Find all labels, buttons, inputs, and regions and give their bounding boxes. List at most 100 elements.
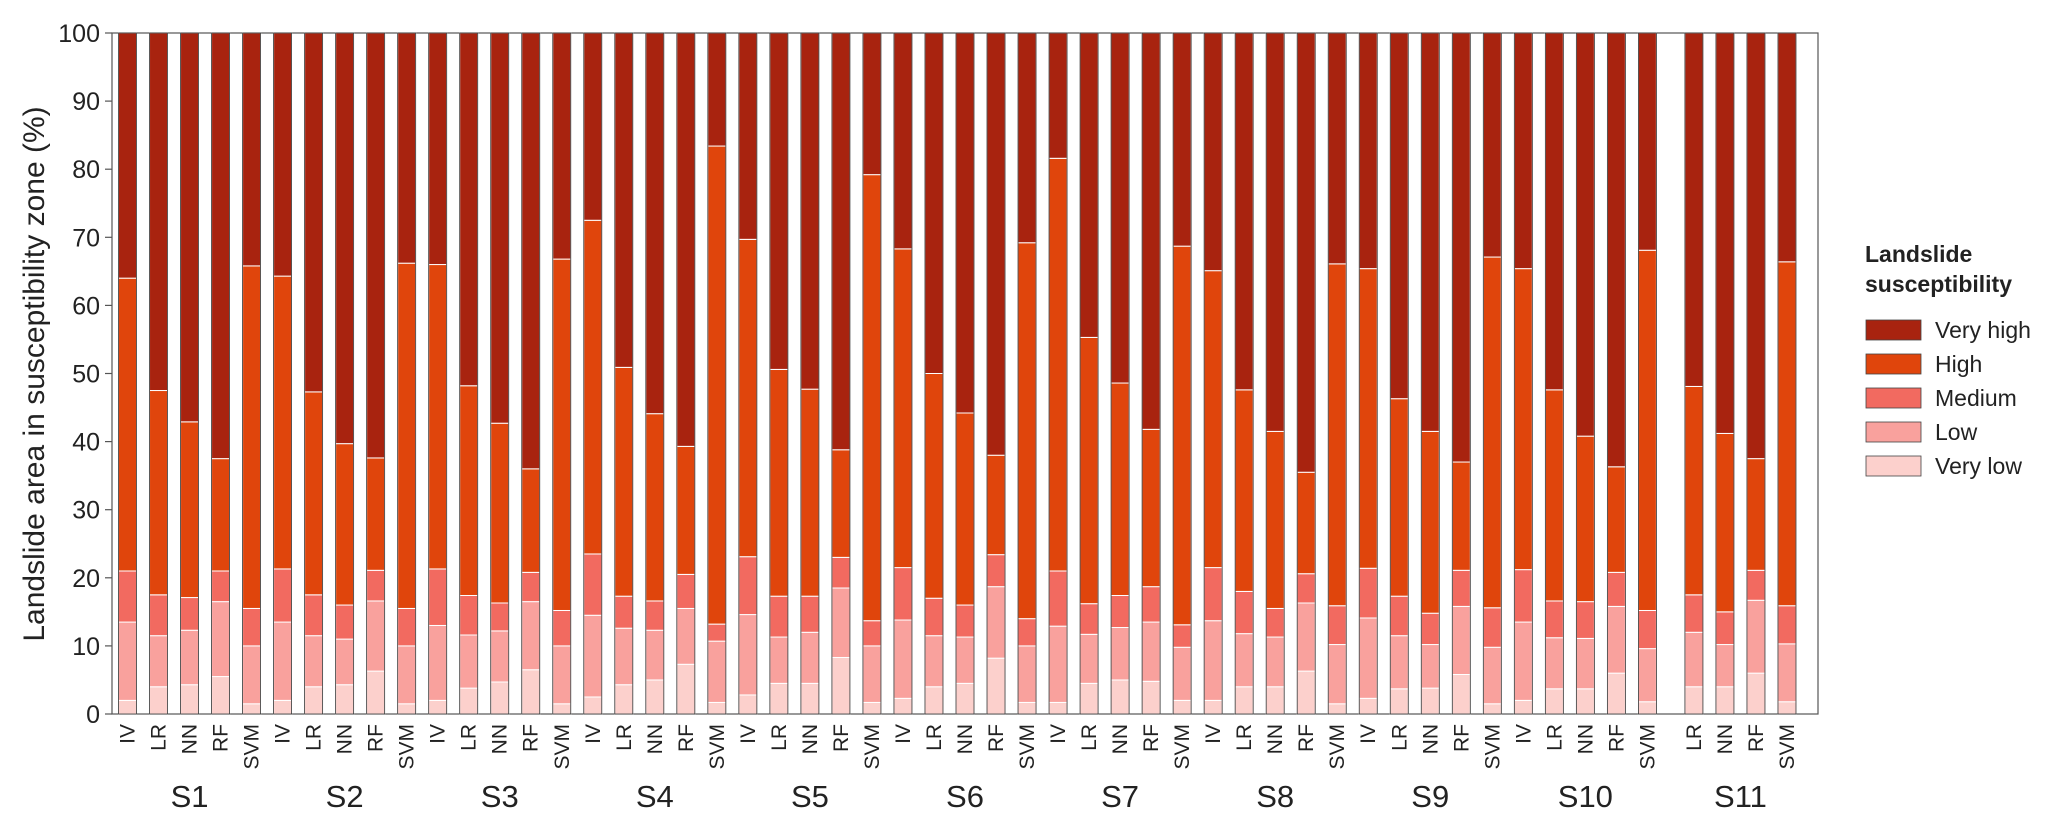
bar-segment	[583, 614, 603, 698]
bar-segment	[862, 174, 882, 622]
bar-segment	[459, 595, 479, 636]
bar-segment	[1172, 245, 1192, 626]
bar-segment	[893, 32, 913, 250]
bar-outline	[335, 32, 355, 715]
bar-segment	[1017, 645, 1037, 703]
bar-segment	[924, 686, 944, 715]
bar-segment	[1575, 601, 1595, 639]
bar-segment	[1451, 605, 1471, 676]
group-label: S9	[1411, 779, 1449, 814]
x-tick-label: RF	[1450, 724, 1473, 752]
bar-segment	[738, 556, 758, 616]
bar-segment	[645, 600, 665, 631]
bar-segment	[1575, 32, 1595, 437]
bar-segment	[273, 568, 293, 623]
bar-segment	[335, 443, 355, 606]
bar-segment	[645, 32, 665, 415]
bar-segment	[1079, 633, 1099, 684]
bar-segment	[397, 607, 417, 647]
bar-segment	[1746, 599, 1766, 674]
bar-segment	[304, 391, 324, 596]
bar-segment	[1637, 701, 1657, 715]
bar-outline	[149, 32, 168, 715]
bar-segment	[800, 631, 820, 684]
legend-label: High	[1935, 351, 1982, 377]
y-axis-label: Landslide area in susceptibility zone (%…	[18, 106, 51, 641]
bar-segment	[552, 609, 572, 647]
bar-outline	[1327, 32, 1347, 715]
bar-segment	[242, 645, 262, 705]
x-tick-label: LR	[923, 724, 946, 751]
bar-outline	[893, 32, 913, 715]
bar-outline	[459, 32, 479, 715]
bar-segment	[1389, 595, 1409, 637]
x-tick-label: RF	[675, 724, 698, 752]
bar-segment	[211, 570, 231, 603]
x-tick-label: SVM	[1326, 724, 1349, 770]
bar-segment	[1358, 268, 1378, 569]
bar-outline	[614, 32, 634, 715]
bar-outline	[831, 32, 851, 715]
bar-segment	[1544, 600, 1564, 639]
legend-label: Very low	[1935, 453, 2022, 479]
bar-segment	[1172, 699, 1192, 715]
bar-segment	[1079, 682, 1099, 715]
bar-outline	[1544, 32, 1564, 715]
group-label: S11	[1714, 779, 1767, 814]
x-tick-label: LR	[1233, 724, 1256, 751]
y-tick-label: 90	[72, 88, 100, 116]
bar-segment	[893, 567, 913, 621]
bar-segment	[924, 597, 944, 637]
bar-segment	[118, 277, 138, 572]
bar-segment	[521, 601, 541, 671]
x-tick-label: LR	[148, 724, 171, 751]
bar-segment	[769, 32, 789, 370]
bar-segment	[335, 32, 355, 445]
bar-segment	[1637, 32, 1657, 251]
bar-segment	[676, 445, 696, 575]
legend-swatch	[1865, 455, 1922, 477]
bar-segment	[304, 686, 324, 715]
x-tick-label: RF	[520, 724, 543, 752]
bar-segment	[242, 607, 262, 647]
bar-segment	[707, 32, 727, 147]
bar-outline	[1606, 32, 1626, 715]
bar-segment	[1110, 382, 1130, 597]
bar-outline	[397, 32, 417, 715]
bar-outline	[1017, 32, 1037, 715]
x-tick-label: IV	[737, 724, 760, 744]
bar-segment	[1327, 644, 1347, 705]
bar-segment	[676, 32, 696, 447]
bar-segment	[986, 32, 1006, 456]
legend-title: Landslide	[1865, 241, 1972, 267]
bar-segment	[862, 645, 882, 703]
bar-segment	[707, 640, 727, 703]
bar-segment	[180, 597, 200, 631]
bar-segment	[955, 412, 975, 606]
legend-swatch	[1865, 319, 1922, 341]
legend: Landslide susceptibility Very high High Me…	[1865, 241, 2031, 479]
bar-segment	[428, 568, 448, 626]
bar-segment	[1141, 32, 1161, 430]
bar-segment	[211, 676, 231, 715]
bar-segment	[242, 703, 262, 715]
bar-outline	[242, 32, 261, 715]
bar-segment	[1017, 242, 1037, 620]
bar-segment	[707, 701, 727, 715]
group-label: S10	[1558, 779, 1613, 814]
bar-segment	[521, 468, 541, 573]
y-tick-label: 50	[72, 361, 100, 389]
bar-outline	[738, 32, 758, 715]
bar-segment	[1715, 432, 1735, 613]
group-label: S3	[481, 779, 519, 814]
bar-segment	[1715, 611, 1735, 646]
bar-segment	[1389, 635, 1409, 690]
x-tick-label: SVM	[241, 724, 264, 770]
bar-segment	[645, 679, 665, 715]
x-tick-label: NN	[334, 724, 357, 754]
bar-segment	[335, 638, 355, 686]
bar-segment	[1172, 32, 1192, 247]
bar-outline	[304, 32, 324, 715]
bar-segment	[273, 275, 293, 570]
